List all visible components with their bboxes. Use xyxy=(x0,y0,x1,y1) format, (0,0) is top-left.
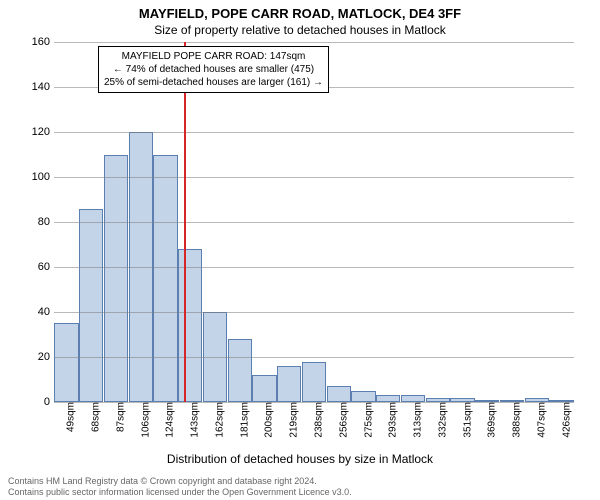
y-tick-label: 40 xyxy=(20,306,54,318)
y-tick-label: 100 xyxy=(20,171,54,183)
x-tick-label: 313sqm xyxy=(411,402,424,438)
grid-line xyxy=(54,222,574,223)
x-tick-label: 143sqm xyxy=(188,402,201,438)
y-tick-label: 0 xyxy=(20,396,54,408)
footer-line1: Contains HM Land Registry data © Crown c… xyxy=(8,476,352,487)
x-tick-label: 332sqm xyxy=(435,402,448,438)
histogram-bar xyxy=(327,386,351,402)
x-axis-label: Distribution of detached houses by size … xyxy=(0,452,600,466)
x-tick-label: 87sqm xyxy=(113,402,126,432)
x-tick-label: 124sqm xyxy=(163,402,176,438)
annotation-box: MAYFIELD POPE CARR ROAD: 147sqm← 74% of … xyxy=(98,46,329,93)
x-tick-label: 426sqm xyxy=(559,402,572,438)
y-tick-label: 80 xyxy=(20,216,54,228)
plot-area: 02040608010012014016049sqm68sqm87sqm106s… xyxy=(54,42,574,402)
footer-line2: Contains public sector information licen… xyxy=(8,487,352,498)
grid-line xyxy=(54,177,574,178)
x-tick-label: 293sqm xyxy=(386,402,399,438)
histogram-bar xyxy=(277,366,301,402)
histogram-bar xyxy=(376,395,400,402)
histogram-bar xyxy=(401,395,425,402)
marker-line xyxy=(184,42,186,402)
x-tick-label: 219sqm xyxy=(287,402,300,438)
x-tick-label: 388sqm xyxy=(510,402,523,438)
footer-attribution: Contains HM Land Registry data © Crown c… xyxy=(8,476,352,498)
grid-line xyxy=(54,42,574,43)
x-tick-label: 200sqm xyxy=(262,402,275,438)
x-tick-label: 369sqm xyxy=(485,402,498,438)
x-tick-label: 256sqm xyxy=(336,402,349,438)
histogram-bar xyxy=(351,391,375,402)
grid-line xyxy=(54,267,574,268)
chart-title-sub: Size of property relative to detached ho… xyxy=(0,21,600,37)
x-tick-label: 181sqm xyxy=(237,402,250,438)
histogram-bar xyxy=(54,323,78,402)
histogram-bar xyxy=(104,155,128,403)
y-tick-label: 160 xyxy=(20,36,54,48)
histogram-bar xyxy=(178,249,202,402)
x-tick-label: 49sqm xyxy=(64,402,77,432)
y-tick-label: 140 xyxy=(20,81,54,93)
grid-line xyxy=(54,132,574,133)
x-tick-label: 162sqm xyxy=(212,402,225,438)
x-tick-label: 407sqm xyxy=(534,402,547,438)
histogram-bar xyxy=(302,362,326,403)
x-tick-label: 68sqm xyxy=(89,402,102,432)
annotation-line2: ← 74% of detached houses are smaller (47… xyxy=(104,63,323,76)
x-tick-label: 351sqm xyxy=(460,402,473,438)
grid-line xyxy=(54,312,574,313)
y-tick-label: 20 xyxy=(20,351,54,363)
chart-title-main: MAYFIELD, POPE CARR ROAD, MATLOCK, DE4 3… xyxy=(0,0,600,21)
x-tick-label: 238sqm xyxy=(312,402,325,438)
histogram-bar xyxy=(153,155,177,403)
x-tick-label: 106sqm xyxy=(138,402,151,438)
grid-line xyxy=(54,357,574,358)
annotation-line1: MAYFIELD POPE CARR ROAD: 147sqm xyxy=(104,50,323,63)
x-tick-label: 275sqm xyxy=(361,402,374,438)
y-tick-label: 120 xyxy=(20,126,54,138)
histogram-bar xyxy=(79,209,103,403)
y-tick-label: 60 xyxy=(20,261,54,273)
annotation-line3: 25% of semi-detached houses are larger (… xyxy=(104,76,323,89)
histogram-bar xyxy=(252,375,276,402)
histogram-bar xyxy=(228,339,252,402)
